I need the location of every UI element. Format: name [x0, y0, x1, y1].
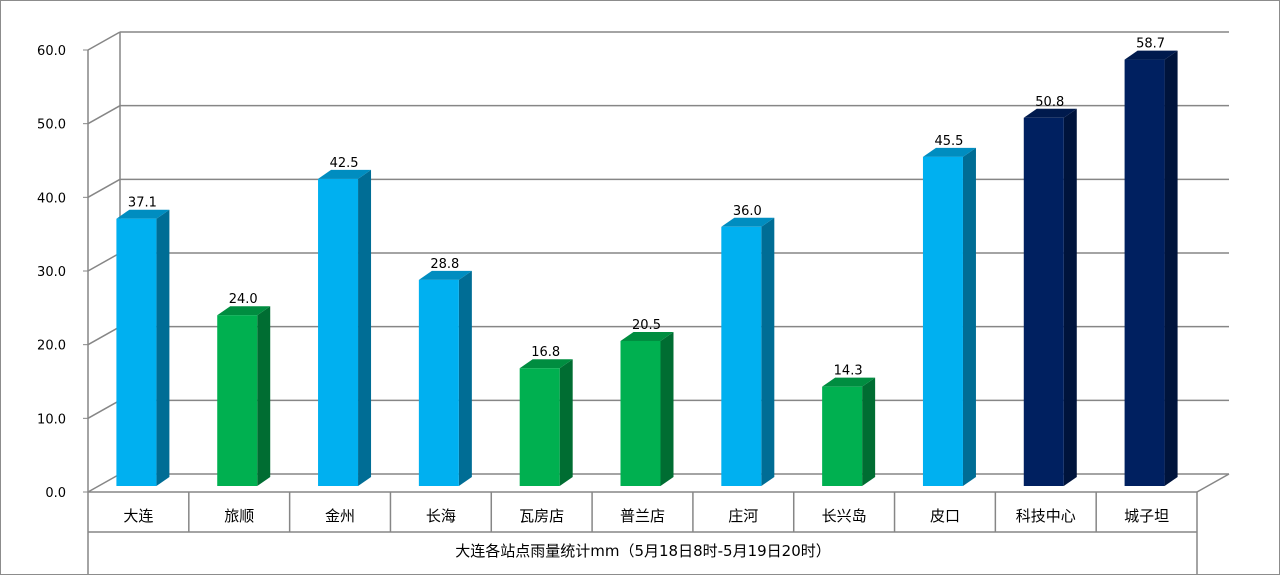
category-label: 瓦房店	[519, 507, 564, 525]
gridline-wall	[87, 399, 121, 419]
data-label: 42.5	[330, 156, 359, 171]
category-label: 科技中心	[1016, 507, 1076, 525]
data-label: 45.5	[934, 134, 963, 149]
bar-side	[1164, 50, 1178, 487]
bar-front	[519, 368, 560, 486]
category-label: 金州	[325, 507, 355, 525]
x-axis-title: 大连各站点雨量统计mm（5月18日8时-5月19日20时）	[455, 542, 831, 560]
bar-side	[660, 331, 674, 486]
bar-front	[217, 315, 258, 486]
bar-top	[822, 377, 876, 387]
data-label: 16.8	[531, 345, 560, 360]
y-tick-label: 50.0	[37, 118, 66, 133]
floor-edge	[1196, 473, 1230, 493]
bar	[519, 359, 573, 486]
bar-top	[418, 270, 472, 280]
bar	[116, 209, 170, 487]
bar-front	[721, 226, 762, 487]
bar-side	[559, 359, 573, 486]
gridline-wall	[87, 473, 121, 493]
bar	[1023, 108, 1077, 487]
category-label: 长兴岛	[822, 507, 867, 525]
data-label: 24.0	[229, 292, 258, 307]
category-label: 皮口	[930, 507, 960, 525]
category-label: 城子坦	[1124, 507, 1169, 525]
category-label: 普兰店	[620, 507, 665, 525]
bar-side	[156, 209, 170, 487]
bar	[721, 217, 775, 487]
bar-side	[458, 270, 472, 486]
bar-side	[358, 169, 372, 486]
bar-front	[620, 340, 661, 486]
data-label: 37.1	[128, 196, 157, 211]
data-labels: 37.1 24.0 42.5 28.8 16.8 20.5 36.0 14.3 45.5 50.8…	[128, 37, 1165, 379]
bar-front	[318, 178, 359, 486]
bar-top	[620, 331, 674, 341]
bar	[1124, 50, 1178, 487]
category-label: 大连	[123, 507, 153, 525]
y-tick-label: 40.0	[37, 191, 66, 206]
axes: 0.0 10.0 20.0 30.0 40.0 50.0 60.0	[37, 32, 1230, 574]
y-tick-label: 30.0	[37, 265, 66, 280]
gridline-wall	[87, 252, 121, 272]
bar	[418, 270, 472, 486]
bar	[217, 306, 271, 486]
bar-front	[116, 218, 157, 487]
bar-side	[862, 377, 876, 486]
category-label: 长海	[426, 507, 456, 525]
bar-top	[721, 217, 775, 227]
category-label: 庄河	[728, 507, 758, 525]
bars	[116, 50, 1178, 487]
category-labels: 大连 旅顺 金州 长海 瓦房店 普兰店 庄河 长兴岛 皮口 科技中心 城子坦	[123, 507, 1169, 525]
data-label: 50.8	[1035, 95, 1064, 110]
bar-side	[761, 217, 775, 487]
bar	[922, 147, 976, 487]
bar-side	[1063, 108, 1077, 487]
bar-top	[318, 169, 372, 179]
data-label: 36.0	[733, 204, 762, 219]
data-label: 28.8	[430, 257, 459, 272]
y-tick-label: 60.0	[37, 44, 66, 59]
data-label: 58.7	[1136, 37, 1165, 52]
data-label: 14.3	[834, 364, 863, 379]
bar-front	[822, 386, 863, 486]
bar-front	[1023, 117, 1064, 487]
gridline-wall	[87, 326, 121, 346]
bar-top	[922, 147, 976, 157]
bar-top	[1124, 50, 1178, 60]
category-label: 旅顺	[224, 507, 254, 525]
bar	[318, 169, 372, 486]
bar-top	[217, 306, 271, 316]
bar-side	[257, 306, 271, 486]
gridline-wall	[87, 178, 121, 198]
bar-top	[1023, 108, 1077, 118]
bar-front	[922, 156, 963, 487]
y-tick-label: 10.0	[37, 412, 66, 427]
gridline-wall	[87, 105, 121, 125]
bar	[620, 331, 674, 486]
data-label: 20.5	[632, 318, 661, 333]
bar	[822, 377, 876, 486]
bar-side	[962, 147, 976, 487]
bar-front	[1124, 59, 1165, 487]
y-tick-label: 0.0	[45, 486, 66, 501]
bar-top	[519, 359, 573, 369]
bar-top	[116, 209, 170, 219]
bar-front	[418, 279, 459, 486]
gridline-wall	[87, 31, 121, 51]
y-tick-label: 20.0	[37, 339, 66, 354]
